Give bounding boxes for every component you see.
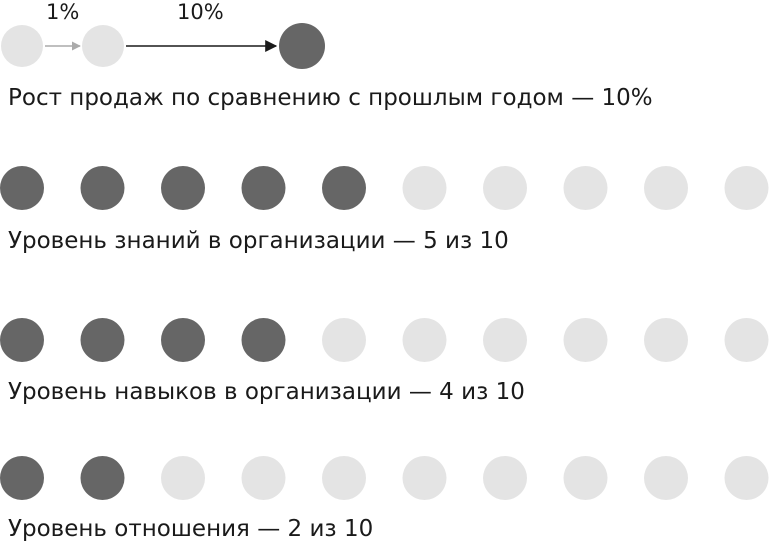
knowledge-dot-10-empty (724, 166, 769, 210)
attitude-caption: Уровень отношения — 2 из 10 (8, 516, 374, 542)
knowledge-dot-3-filled (161, 166, 205, 210)
skills-caption: Уровень навыков в организации — 4 из 10 (8, 379, 525, 405)
level-rows (0, 166, 769, 500)
skills-dot-1-filled (0, 318, 44, 362)
skills-dot-5-empty (322, 318, 366, 362)
knowledge-dot-5-filled (322, 166, 366, 210)
skills-dot-6-empty (402, 318, 447, 362)
attitude-dot-3-empty (161, 456, 205, 500)
attitude-dot-10-empty (724, 456, 769, 500)
attitude-dot-2-filled (80, 456, 125, 500)
growth-circle-middle (82, 25, 124, 67)
knowledge-dot-2-filled (80, 166, 125, 210)
growth-label-big: 10% (177, 0, 224, 24)
attitude-dot-1-filled (0, 456, 44, 500)
knowledge-dot-6-empty (402, 166, 447, 210)
skills-dot-3-filled (161, 318, 205, 362)
knowledge-dot-9-empty (644, 166, 688, 210)
skills-dot-8-empty (563, 318, 608, 362)
knowledge-dot-7-empty (483, 166, 527, 210)
skills-dot-4-filled (241, 318, 286, 362)
skills-dot-2-filled (80, 318, 125, 362)
knowledge-dot-8-empty (563, 166, 608, 210)
growth-label-small: 1% (46, 0, 80, 24)
knowledge-dot-1-filled (0, 166, 44, 210)
knowledge-dot-4-filled (241, 166, 286, 210)
attitude-dot-7-empty (483, 456, 527, 500)
attitude-dot-9-empty (644, 456, 688, 500)
growth-caption: Рост продаж по сравнению с прошлым годом… (8, 85, 653, 111)
skills-dot-7-empty (483, 318, 527, 362)
knowledge-caption: Уровень знаний в организации — 5 из 10 (8, 228, 509, 254)
growth-circle-end (279, 23, 325, 69)
attitude-dot-8-empty (563, 456, 608, 500)
growth-circle-start (1, 25, 43, 67)
attitude-dot-5-empty (322, 456, 366, 500)
skills-dot-10-empty (724, 318, 769, 362)
attitude-dot-6-empty (402, 456, 447, 500)
skills-dot-9-empty (644, 318, 688, 362)
attitude-dot-4-empty (241, 456, 286, 500)
